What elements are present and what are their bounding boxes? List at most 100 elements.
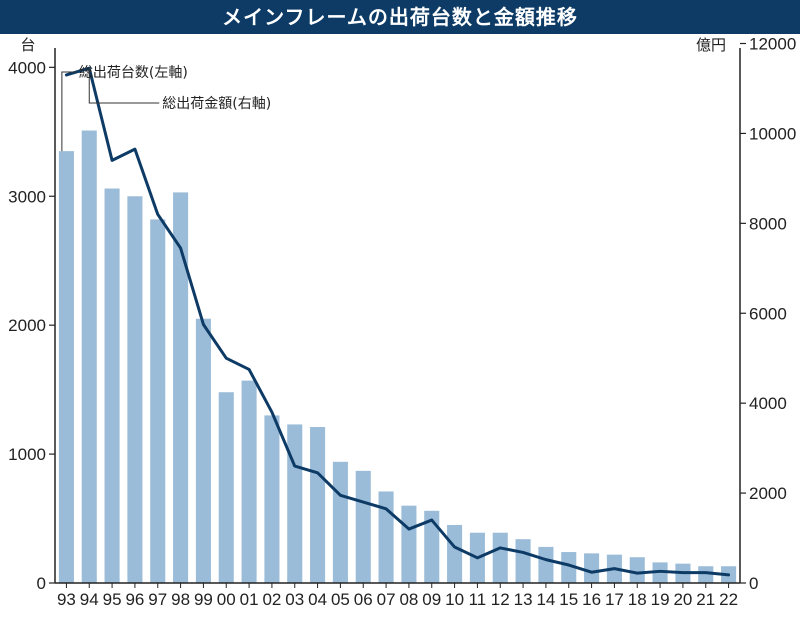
bar-93	[58, 151, 74, 583]
bar-10	[447, 524, 463, 583]
title-bar	[0, 0, 800, 34]
x-tick-label-22: 22	[719, 590, 738, 609]
x-tick-label-05: 05	[331, 590, 350, 609]
line-point-12	[499, 546, 502, 550]
line-point-17	[613, 567, 616, 570]
x-tick-label-09: 09	[422, 590, 441, 609]
line-point-00	[225, 357, 228, 360]
line-point-05	[339, 494, 342, 497]
line-point-22	[727, 573, 730, 577]
right-tick-label-2000: 2000	[749, 484, 787, 503]
line-point-02	[270, 410, 274, 414]
left-tick-label-1000: 1000	[8, 445, 46, 464]
legend-label-amount: 総出荷金額(右軸)	[162, 96, 271, 112]
line-point-13	[521, 551, 525, 554]
x-tick-label-06: 06	[354, 590, 373, 609]
bar-94	[81, 130, 97, 583]
bar-series	[58, 130, 737, 584]
bar-14	[538, 546, 554, 583]
x-tick-label-21: 21	[696, 590, 715, 609]
line-point-07	[384, 507, 388, 511]
bar-08	[401, 505, 417, 583]
legend-leader-amount	[88, 68, 160, 104]
x-tick-label-97: 97	[148, 590, 167, 609]
bar-03	[287, 424, 303, 583]
right-tick-label-0: 0	[749, 574, 758, 593]
x-tick-label-00: 00	[217, 590, 236, 609]
x-tick-label-02: 02	[262, 590, 281, 609]
x-tick-label-07: 07	[377, 590, 396, 609]
x-tick-label-15: 15	[559, 590, 578, 609]
x-tick-label-10: 10	[445, 590, 464, 609]
x-tick-label-13: 13	[514, 590, 533, 609]
legend-leader-units	[61, 71, 76, 152]
line-point-04	[316, 471, 319, 475]
line-point-08	[407, 527, 411, 531]
line-point-09	[430, 518, 433, 522]
bar-21	[698, 566, 714, 583]
x-tick-label-98: 98	[171, 590, 190, 609]
left-tick-label-0: 0	[37, 574, 46, 593]
x-tick-label-19: 19	[651, 590, 670, 609]
x-tick-label-94: 94	[80, 590, 99, 609]
line-point-19	[658, 570, 662, 573]
line-point-95	[110, 159, 114, 162]
x-tick-label-18: 18	[628, 590, 647, 609]
x-tick-label-11: 11	[469, 590, 487, 609]
x-tick-label-96: 96	[125, 590, 144, 609]
bar-16	[584, 553, 600, 583]
line-point-97	[156, 213, 159, 216]
line-point-98	[179, 246, 182, 250]
bar-07	[378, 491, 394, 583]
line-point-99	[202, 323, 205, 326]
bar-04	[310, 427, 326, 583]
line-point-96	[133, 147, 137, 151]
line-point-10	[453, 545, 456, 549]
right-tick-label-12000: 12000	[749, 35, 796, 54]
legend-label-units: 総出荷台数(左軸)	[79, 65, 188, 81]
line-point-14	[544, 558, 548, 561]
right-tick-label-8000: 8000	[749, 214, 787, 233]
x-tick-label-17: 17	[605, 590, 624, 609]
line-amount	[64, 66, 731, 577]
x-tick-label-16: 16	[582, 590, 601, 609]
x-tick-label-01: 01	[240, 590, 259, 609]
legend-callouts: 総出荷台数(左軸) 総出荷金額(右軸)	[61, 65, 271, 152]
line-point-01	[247, 368, 251, 371]
right-axis-unit: 億円	[696, 36, 726, 54]
left-tick-label-4000: 4000	[8, 58, 46, 77]
bar-06	[355, 470, 371, 583]
bar-09	[424, 510, 440, 583]
bar-13	[515, 539, 531, 583]
bar-15	[561, 552, 577, 583]
x-tick-label-03: 03	[285, 590, 304, 609]
bar-02	[264, 415, 280, 583]
left-tick-label-3000: 3000	[8, 187, 46, 206]
line-point-21	[704, 571, 707, 574]
bar-05	[332, 461, 348, 583]
line-point-20	[681, 571, 685, 574]
bar-98	[173, 192, 189, 583]
bar-12	[492, 532, 508, 583]
axes: 0100020003000400002000400060008000100001…	[8, 35, 796, 609]
bar-00	[218, 392, 234, 583]
line-point-15	[567, 563, 570, 567]
x-tick-label-12: 12	[491, 590, 510, 609]
line-point-18	[636, 571, 639, 575]
right-tick-label-10000: 10000	[749, 124, 796, 143]
x-tick-label-99: 99	[194, 590, 213, 609]
line-point-16	[590, 571, 593, 574]
x-tick-label-08: 08	[399, 590, 418, 609]
bar-99	[195, 318, 211, 583]
bar-96	[127, 196, 143, 584]
line-point-03	[293, 464, 296, 468]
line-point-06	[362, 500, 365, 504]
bar-97	[150, 219, 166, 583]
x-tick-label-14: 14	[536, 590, 555, 609]
x-tick-label-93: 93	[57, 590, 76, 609]
line-point-11	[476, 556, 479, 560]
left-axis-unit: 台	[20, 36, 35, 54]
x-tick-label-95: 95	[103, 590, 122, 609]
line-series	[64, 66, 731, 577]
bar-01	[241, 380, 257, 583]
